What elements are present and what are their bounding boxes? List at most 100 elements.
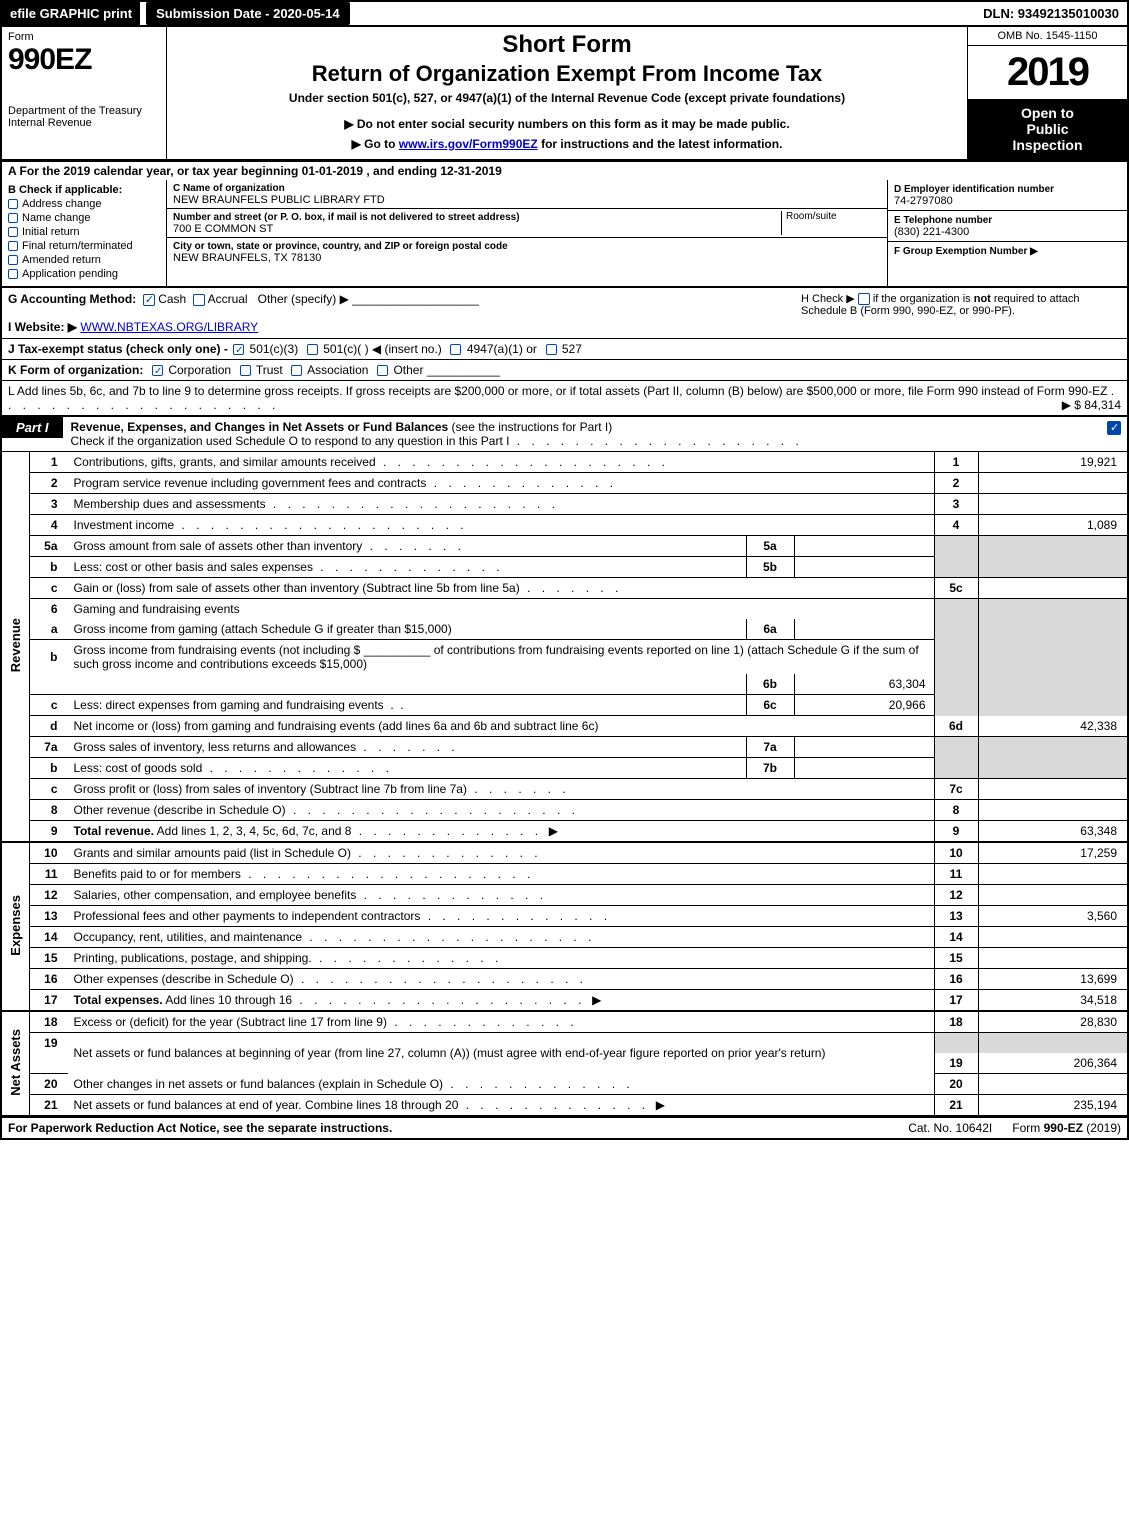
opt-application-pending[interactable]: Application pending (8, 268, 160, 280)
efile-graphic-print[interactable]: efile GRAPHIC print (2, 2, 140, 25)
opt-corporation: Corporation (168, 363, 231, 377)
box-b: B Check if applicable: Address change Na… (2, 180, 167, 286)
line-h-not: not (974, 293, 991, 305)
checkbox-association[interactable] (291, 365, 302, 376)
opt-501c: 501(c)( ) ◀ (insert no.) (323, 342, 442, 356)
side-label-expenses: Expenses (1, 842, 30, 1011)
line-j: J Tax-exempt status (check only one) - 5… (0, 339, 1129, 360)
dept-treasury: Department of the Treasury (8, 105, 160, 117)
part1-title: Revenue, Expenses, and Changes in Net As… (71, 420, 449, 434)
line-g-h: G Accounting Method: Cash Accrual Other … (0, 288, 1129, 339)
website-link[interactable]: WWW.NBTEXAS.ORG/LIBRARY (80, 320, 258, 334)
telephone-label: E Telephone number (894, 215, 992, 226)
info-right: D Employer identification number 74-2797… (887, 180, 1127, 286)
checkbox-schedule-b[interactable] (858, 293, 870, 305)
header-center: Short Form Return of Organization Exempt… (167, 27, 967, 159)
form-word: Form (8, 31, 160, 43)
instr2-prefix: ▶ Go to (352, 137, 399, 151)
checkbox-icon[interactable] (8, 255, 18, 265)
line-desc: Contributions, gifts, grants, and simila… (68, 452, 935, 473)
table-row: 4 Investment income 4 1,089 (1, 515, 1128, 536)
org-name-label: C Name of organization (173, 183, 285, 194)
table-row: 3 Membership dues and assessments 3 (1, 494, 1128, 515)
checkbox-icon[interactable] (8, 269, 18, 279)
checkbox-501c[interactable] (307, 344, 318, 355)
table-row: Net Assets 18 Excess or (deficit) for th… (1, 1011, 1128, 1033)
part1-header: Part I Revenue, Expenses, and Changes in… (0, 417, 1129, 452)
opt-initial-return[interactable]: Initial return (8, 226, 160, 238)
top-bar: efile GRAPHIC print Submission Date - 20… (0, 0, 1129, 25)
box-f: F Group Exemption Number ▶ (888, 242, 1127, 286)
form-number: 990EZ (8, 43, 160, 77)
opt-amended-return[interactable]: Amended return (8, 254, 160, 266)
line-h: H Check ▶ if the organization is not req… (801, 292, 1121, 334)
checkbox-4947[interactable] (450, 344, 461, 355)
table-row: c Gross profit or (loss) from sales of i… (1, 779, 1128, 800)
city-label: City or town, state or province, country… (173, 241, 508, 252)
opt-trust: Trust (256, 363, 283, 377)
line-i-label: I Website: ▶ (8, 320, 77, 334)
form-header: Form 990EZ Department of the Treasury In… (0, 25, 1129, 162)
checkbox-icon[interactable] (8, 227, 18, 237)
address-cell: Number and street (or P. O. box, if mail… (167, 209, 887, 238)
checkbox-other[interactable] (377, 365, 388, 376)
table-row: 13 Professional fees and other payments … (1, 906, 1128, 927)
table-row: 7a Gross sales of inventory, less return… (1, 737, 1128, 758)
room-suite: Room/suite (781, 211, 881, 235)
telephone: (830) 221-4300 (894, 226, 969, 238)
checkbox-trust[interactable] (240, 365, 251, 376)
table-row: Expenses 10 Grants and similar amounts p… (1, 842, 1128, 864)
table-row: 12 Salaries, other compensation, and emp… (1, 885, 1128, 906)
line-amount: 19,921 (978, 452, 1128, 473)
side-label-revenue: Revenue (1, 452, 30, 842)
table-row: 14 Occupancy, rent, utilities, and maint… (1, 927, 1128, 948)
footer-cat-no: Cat. No. 10642I (888, 1121, 1012, 1135)
opt-527: 527 (562, 342, 582, 356)
line-l-text: L Add lines 5b, 6c, and 7b to line 9 to … (8, 384, 1107, 398)
tax-year-row: A For the 2019 calendar year, or tax yea… (0, 162, 1129, 180)
table-row: 11 Benefits paid to or for members 11 (1, 864, 1128, 885)
line-l-amount: ▶ $ 84,314 (1062, 398, 1121, 412)
line-h-text1: H Check ▶ (801, 293, 858, 305)
subtitle: Under section 501(c), 527, or 4947(a)(1)… (175, 91, 959, 105)
header-right: OMB No. 1545-1150 2019 Open to Public In… (967, 27, 1127, 159)
box-d: D Employer identification number 74-2797… (888, 180, 1127, 211)
table-row: 20 Other changes in net assets or fund b… (1, 1074, 1128, 1095)
table-row: 21 Net assets or fund balances at end of… (1, 1095, 1128, 1116)
opt-accrual: Accrual (208, 292, 248, 306)
line-box: 1 (934, 452, 978, 473)
checkbox-icon[interactable] (8, 241, 18, 251)
org-name: NEW BRAUNFELS PUBLIC LIBRARY FTD (173, 194, 385, 206)
table-row: 17 Total expenses. Add lines 10 through … (1, 990, 1128, 1012)
checkbox-icon[interactable] (8, 199, 18, 209)
opt-final-return[interactable]: Final return/terminated (8, 240, 160, 252)
irs-link[interactable]: www.irs.gov/Form990EZ (399, 137, 538, 151)
part1-table: Revenue 1 Contributions, gifts, grants, … (0, 452, 1129, 1116)
open-to-public-inspection: Open to Public Inspection (968, 99, 1127, 159)
checkbox-schedule-o[interactable] (1107, 421, 1121, 435)
line-j-label: J Tax-exempt status (check only one) - (8, 342, 231, 356)
box-b-label: B Check if applicable: (8, 184, 160, 196)
open-line2: Public (972, 121, 1123, 137)
part1-title-wrap: Revenue, Expenses, and Changes in Net As… (63, 417, 1101, 451)
table-row: d Net income or (loss) from gaming and f… (1, 716, 1128, 737)
checkbox-527[interactable] (546, 344, 557, 355)
footer-paperwork: For Paperwork Reduction Act Notice, see … (8, 1121, 888, 1135)
table-row: 16 Other expenses (describe in Schedule … (1, 969, 1128, 990)
table-row: 6 Gaming and fundraising events (1, 599, 1128, 620)
opt-name-change[interactable]: Name change (8, 212, 160, 224)
checkbox-cash[interactable] (143, 294, 155, 306)
checkbox-accrual[interactable] (193, 294, 205, 306)
tax-year: 2019 (968, 46, 1127, 99)
opt-address-change[interactable]: Address change (8, 198, 160, 210)
line-l: L Add lines 5b, 6c, and 7b to line 9 to … (0, 381, 1129, 417)
instruction-goto: ▶ Go to www.irs.gov/Form990EZ for instru… (175, 137, 959, 151)
table-row: 9 Total revenue. Add lines 1, 2, 3, 4, 5… (1, 821, 1128, 843)
opt-501c3: 501(c)(3) (250, 342, 299, 356)
opt-cash: Cash (158, 292, 186, 306)
checkbox-501c3[interactable] (233, 344, 244, 355)
page-footer: For Paperwork Reduction Act Notice, see … (0, 1116, 1129, 1140)
checkbox-corporation[interactable] (152, 365, 163, 376)
city-cell: City or town, state or province, country… (167, 238, 887, 266)
checkbox-icon[interactable] (8, 213, 18, 223)
